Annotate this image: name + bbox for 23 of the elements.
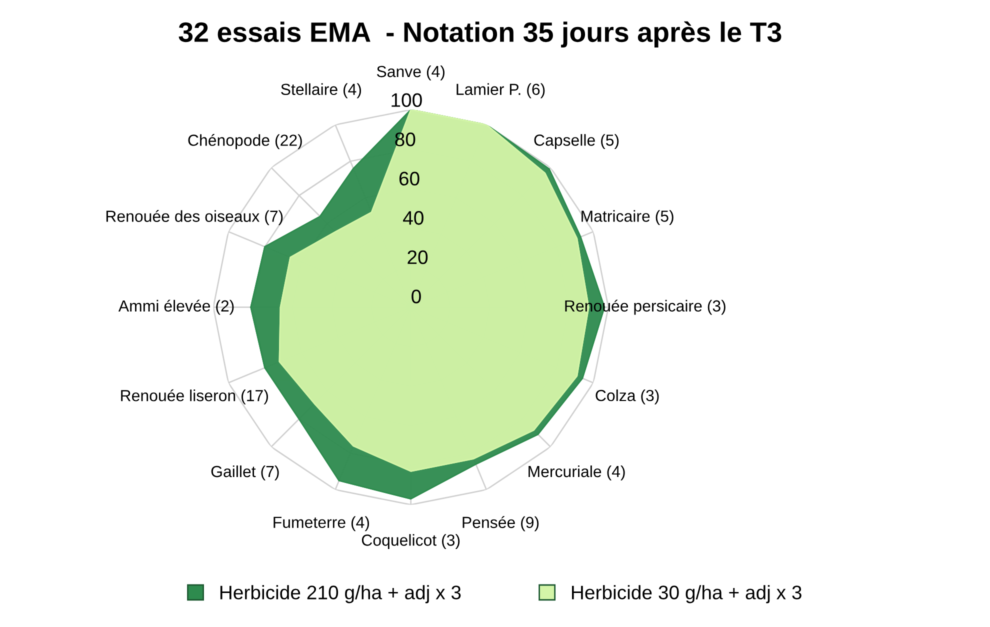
chart-title: 32 essais EMA - Notation 35 jours après le T3 <box>178 21 782 48</box>
spoke-label: Sanve (4) <box>376 65 444 80</box>
y-tick-label: 20 <box>408 250 428 264</box>
spoke-label: Pensée (9) <box>462 516 539 532</box>
spoke-label: Chénopode (22) <box>188 134 302 150</box>
legend-label: Herbicide 30 g/ha + adj x 3 <box>572 585 802 604</box>
spoke-label: Renouée liseron (17) <box>121 389 268 404</box>
spoke-label: Stellaire (4) <box>281 83 362 98</box>
spoke-label: Gaillet (7) <box>211 465 279 480</box>
spoke-label: Lamier P. (6) <box>456 83 545 98</box>
spoke-label: Matricaire (5) <box>582 210 674 225</box>
spoke-label: Coquelicot (3) <box>362 534 460 549</box>
spoke-label: Ammi élevée (2) <box>118 300 234 315</box>
spoke-label: Fumeterre (4) <box>274 516 370 532</box>
y-tick-label: 100 <box>392 93 422 107</box>
y-tick-label: 60 <box>399 172 420 186</box>
spoke-label: Renouée des oiseaux (7) <box>106 210 283 226</box>
y-tick-label: 40 <box>403 211 424 225</box>
spoke-label: Colza (3) <box>596 389 659 404</box>
spoke-label: Capselle (5) <box>534 134 619 149</box>
legend-label: Herbicide 210 g/ha + adj x 3 <box>220 585 461 604</box>
spoke-label: Mercuriale (4) <box>528 465 625 480</box>
y-tick-label: 0 <box>412 290 421 304</box>
